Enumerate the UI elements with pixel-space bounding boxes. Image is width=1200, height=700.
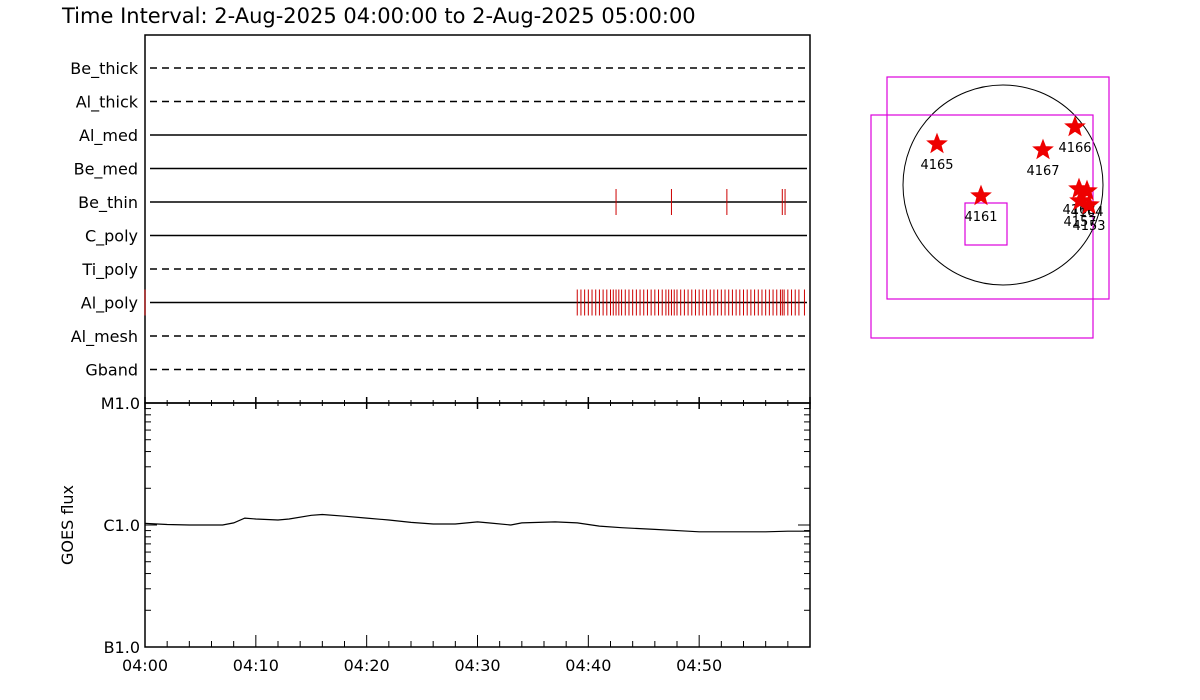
row-label: Ti_poly — [81, 260, 138, 280]
active-region-label: 4157 — [1063, 215, 1096, 230]
row-label: Gband — [85, 361, 138, 380]
active-region-label: 4167 — [1026, 164, 1059, 179]
goes-ytick-label: C1.0 — [103, 516, 140, 535]
goes-ytick-label: B1.0 — [104, 638, 140, 657]
goes-frame — [144, 402, 811, 648]
active-region-star — [1078, 193, 1100, 215]
row-label: Al_med — [79, 126, 138, 146]
goes-xtick-label: 04:40 — [565, 656, 611, 675]
solar-limb — [902, 84, 1104, 286]
active-region-star — [926, 132, 948, 154]
active-region-star — [1064, 115, 1086, 137]
goes-xtick-label: 04:10 — [233, 656, 279, 675]
fov-box — [886, 76, 1110, 300]
instrument-timeline-panel: Be_thick Al_thick Al_med Be_med Be_thin C_pol… — [70, 34, 811, 409]
goes-ylabel: GOES flux — [58, 485, 77, 565]
active-region-label: 4161 — [964, 210, 997, 225]
row-label: C_poly — [85, 227, 138, 247]
goes-xtick-label: 04:00 — [122, 656, 168, 675]
row-label: Al_thick — [76, 93, 139, 113]
active-region-star — [1069, 189, 1091, 211]
goes-ytick-label: M1.0 — [101, 394, 140, 413]
active-region-star — [1076, 179, 1098, 201]
row-label: Be_thick — [70, 59, 138, 79]
row-label: Be_thin — [78, 193, 138, 213]
timeline-frame — [144, 34, 811, 404]
active-region-label: 4164 — [1070, 205, 1103, 220]
goes-xtick-label: 04:30 — [454, 656, 500, 675]
goes-flux-panel: GOES flux B1.0 C1.0 M1.0 04:00 04:10 04:20 04:… — [58, 394, 811, 675]
active-region-label: 4166 — [1058, 141, 1091, 156]
active-region-label: 4153 — [1072, 219, 1105, 234]
row-label: Al_mesh — [71, 327, 138, 347]
row-label: Be_med — [74, 160, 138, 180]
active-region-star — [970, 184, 992, 206]
active-region-star — [1032, 138, 1054, 160]
chart-title: Time Interval: 2-Aug-2025 04:00:00 to 2-… — [61, 4, 696, 28]
goes-xtick-label: 04:50 — [676, 656, 722, 675]
goes-xtick-label: 04:20 — [344, 656, 390, 675]
goes-flux-line — [144, 513, 810, 533]
fov-box — [870, 114, 1094, 339]
active-region-label: 4165 — [920, 158, 953, 173]
row-label: Al_poly — [81, 294, 138, 314]
